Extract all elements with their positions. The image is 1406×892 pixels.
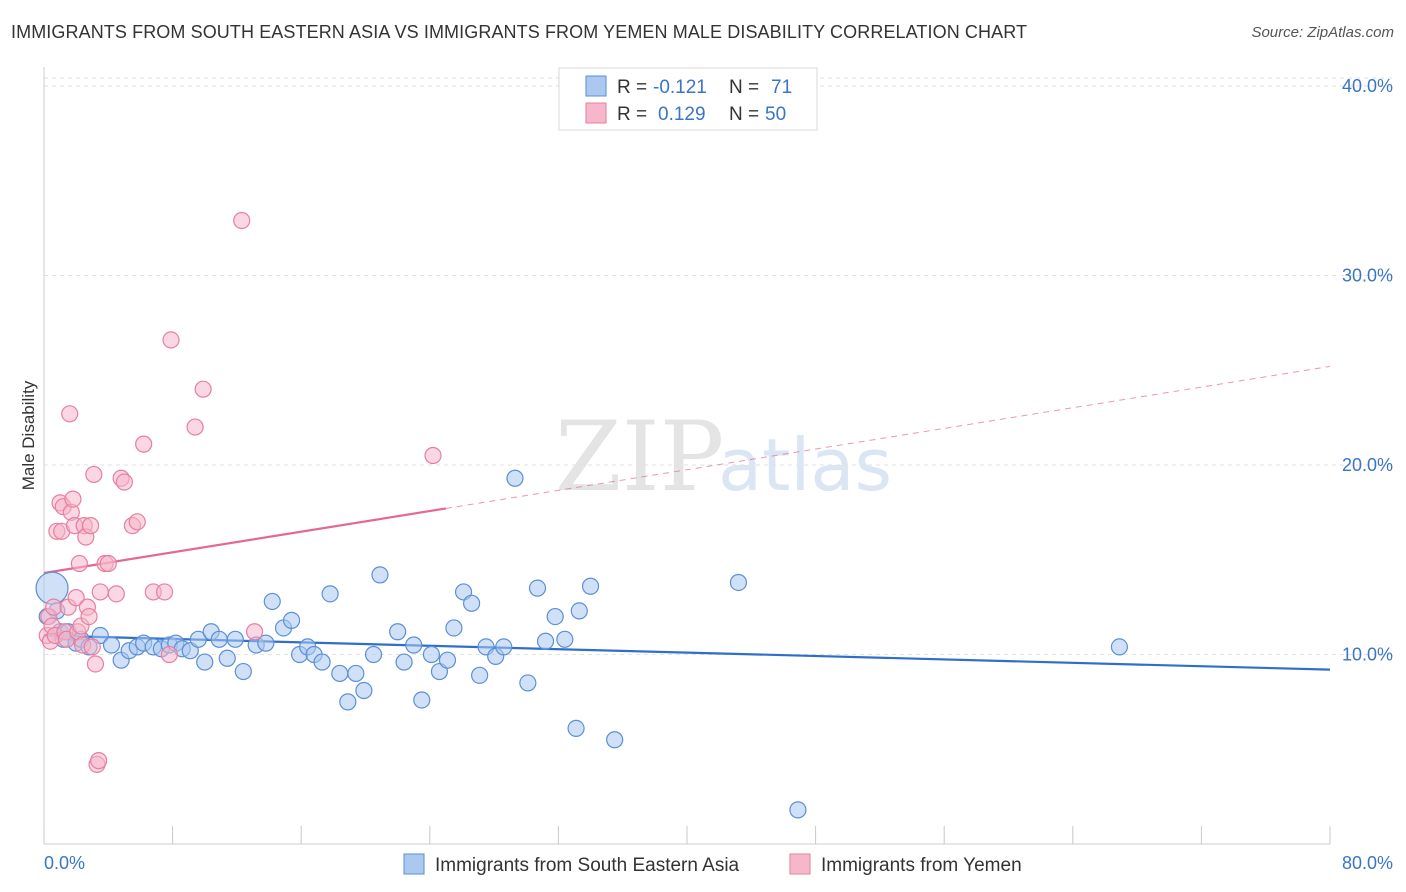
point-asia-37	[331, 664, 349, 683]
y-tick-label-1: 20.0%	[1342, 455, 1393, 475]
point-yemen-40	[135, 435, 153, 453]
watermark: ZIP atlas	[555, 401, 892, 513]
point-asia-47	[422, 645, 441, 664]
point-asia-59	[528, 579, 547, 597]
point-asia-53	[471, 666, 489, 684]
point-yemen-28	[85, 465, 103, 484]
point-yemen-32	[91, 583, 109, 601]
point-asia-35	[313, 653, 331, 671]
point-yemen-19	[70, 554, 88, 573]
series-legend-swatch-asia	[403, 853, 425, 875]
point-asia-29	[263, 592, 281, 611]
point-yemen-42	[155, 583, 174, 601]
point-asia-52	[462, 594, 481, 612]
point-asia-39	[347, 664, 365, 683]
point-asia-38	[339, 693, 357, 711]
point-asia-36	[321, 585, 339, 603]
y-axis-label: Male Disability	[19, 380, 38, 490]
point-asia-26	[234, 662, 252, 681]
y-tick-label-2: 30.0%	[1342, 265, 1393, 285]
point-yemen-48	[245, 623, 264, 641]
y-tick-labels: 10.0% 20.0% 30.0% 40.0%	[1342, 76, 1393, 665]
point-yemen-47	[233, 211, 251, 230]
point-asia-66	[606, 731, 624, 749]
point-asia-49	[438, 651, 457, 669]
point-yemen-46	[194, 380, 212, 398]
point-asia-46	[413, 691, 431, 709]
point-asia-20	[189, 630, 207, 648]
source-label: Source: ZipAtlas.com	[1251, 24, 1394, 41]
gridlines	[44, 77, 1394, 655]
series-legend-label-yemen: Immigrants from Yemen	[821, 855, 1022, 876]
series-legend-label-asia: Immigrants from South Eastern Asia	[435, 855, 740, 876]
legend-r-label-1: R =	[617, 77, 647, 98]
point-asia-50	[445, 619, 463, 637]
point-yemen-49	[424, 446, 442, 465]
point-yemen-17	[67, 589, 85, 607]
point-asia-67	[729, 573, 748, 592]
legend-r-label-2: R =	[617, 104, 647, 125]
legend-n-value-1: 71	[771, 77, 792, 98]
x-tick-label-end: 80.0%	[1342, 853, 1393, 873]
point-yemen-15	[64, 490, 82, 508]
point-asia-23	[210, 630, 228, 648]
legend-r-value-2: 0.129	[658, 104, 706, 125]
point-asia-9	[102, 636, 121, 654]
point-asia-63	[567, 719, 585, 737]
data-points	[35, 211, 1129, 819]
point-asia-45	[405, 636, 423, 654]
point-asia-57	[506, 469, 524, 487]
point-yemen-25	[80, 607, 98, 626]
point-asia-64	[570, 602, 588, 620]
series-legend-swatch-yemen	[789, 853, 811, 875]
point-yemen-27	[83, 638, 101, 656]
point-yemen-45	[186, 418, 204, 436]
point-asia-43	[389, 623, 407, 641]
point-yemen-43	[160, 645, 178, 664]
x-tick-labels: 0.0% 80.0%	[44, 853, 1393, 873]
point-asia-21	[196, 653, 214, 671]
legend-n-label-2: N =	[729, 104, 759, 125]
point-yemen-4	[45, 598, 63, 616]
point-yemen-29	[86, 655, 105, 673]
stats-legend: R = -0.121 N = 71 R = 0.129 N = 50	[558, 67, 818, 131]
point-yemen-34	[99, 554, 117, 573]
chart-title: IMMIGRANTS FROM SOUTH EASTERN ASIA VS IM…	[11, 22, 1028, 42]
point-yemen-39	[128, 513, 146, 531]
legend-swatch-blue	[585, 75, 607, 97]
point-asia-65	[581, 577, 600, 595]
point-asia-25	[226, 630, 244, 648]
legend-n-value-2: 50	[765, 104, 786, 125]
series-legend: Immigrants from South Eastern Asia Immig…	[403, 853, 1022, 876]
point-asia-28	[257, 634, 275, 652]
y-tick-label-0: 10.0%	[1342, 644, 1393, 664]
point-asia-68	[789, 801, 807, 819]
point-asia-44	[395, 653, 413, 671]
x-tick-label-start: 0.0%	[44, 853, 85, 873]
legend-swatch-pink	[585, 102, 607, 124]
point-yemen-31	[90, 752, 108, 770]
axes	[43, 67, 1331, 845]
point-asia-24	[218, 649, 236, 667]
point-asia-56	[495, 638, 513, 656]
point-asia-41	[364, 645, 383, 664]
point-asia-69	[1110, 638, 1129, 656]
point-asia-60	[536, 632, 555, 650]
point-asia-61	[546, 607, 564, 626]
point-asia-31	[282, 611, 301, 629]
point-yemen-13	[61, 405, 79, 423]
point-asia-40	[355, 681, 373, 700]
point-yemen-44	[162, 331, 180, 349]
point-yemen-26	[82, 517, 100, 535]
legend-r-value-1: -0.121	[653, 77, 707, 98]
watermark-zip: ZIP	[555, 401, 724, 513]
y-tick-label-3: 40.0%	[1342, 76, 1393, 96]
legend-n-label-1: N =	[729, 77, 759, 98]
point-asia-42	[371, 566, 389, 584]
point-asia-58	[519, 674, 537, 692]
point-yemen-35	[107, 585, 125, 603]
point-asia-62	[556, 630, 574, 648]
point-yemen-37	[115, 473, 133, 491]
